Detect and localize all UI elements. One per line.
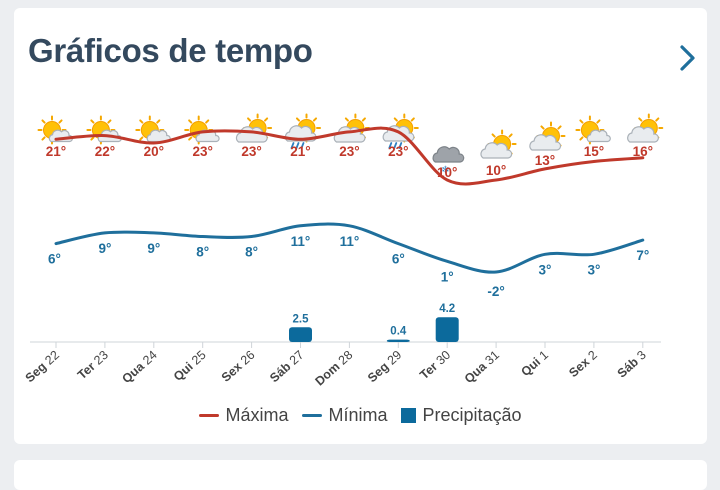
mostly-cloudy-icon: [627, 113, 664, 143]
max-temp-label: 20°: [144, 144, 164, 159]
mostly-cloudy-icon: [480, 129, 517, 159]
max-temperature-line: [54, 126, 645, 186]
legend-min-label: Mínima: [328, 405, 388, 425]
mostly-cloudy-icon: [235, 113, 273, 143]
mostly-cloudy-icon: [333, 113, 370, 143]
max-temp-label: 16°: [633, 144, 653, 159]
x-tick-label: Dom 28: [312, 348, 355, 389]
min-temp-label: 3°: [587, 262, 600, 277]
min-temp-label: 11°: [291, 234, 311, 249]
precipitation-bars: [289, 317, 459, 342]
max-temp-label: 21°: [46, 144, 66, 159]
chart-legend: Máxima Mínima Precipitação: [14, 405, 707, 426]
next-card: [14, 460, 707, 490]
min-temp-label: 9°: [147, 241, 160, 256]
x-tick-label: Sex 26: [219, 348, 258, 385]
max-temp-label: 23°: [339, 144, 359, 159]
precipitation-bar: [289, 327, 312, 342]
min-temp-label: 3°: [539, 262, 552, 277]
x-tick-label: Qua 24: [119, 348, 159, 386]
x-tick-label: Sex 2: [566, 348, 600, 380]
x-tick-label: Seg 29: [365, 348, 404, 385]
x-tick-label: Ter 30: [417, 348, 453, 382]
x-tick-label: Qui 1: [518, 348, 551, 379]
temperature-lines: [54, 126, 645, 274]
min-temp-label: 6°: [48, 252, 61, 267]
precipitation-value-label: 2.5: [293, 313, 310, 325]
max-temp-label: 23°: [241, 144, 261, 159]
min-line-swatch: [302, 414, 323, 417]
x-tick-label: Sáb 27: [267, 348, 306, 385]
x-tick-label: Sáb 3: [615, 348, 649, 381]
precipitation-bar: [435, 317, 459, 342]
max-temp-label: 23°: [388, 144, 408, 159]
min-temp-label: 9°: [98, 241, 111, 256]
svg-text:❄: ❄: [441, 165, 449, 176]
max-temp-label: 22°: [95, 144, 115, 159]
legend-item-precip[interactable]: Precipitação: [401, 405, 522, 426]
x-tick-label: Ter 23: [75, 348, 111, 382]
page-title: Gráficos de tempo: [28, 32, 313, 69]
max-temp-label: 13°: [535, 153, 555, 168]
legend-precip-label: Precipitação: [422, 405, 522, 425]
min-temperature-line: [54, 222, 645, 274]
mostly-cloudy-icon: [529, 121, 566, 151]
weather-chart-card: Gráficos de tempo ❄ 2.5 0.4 4.2 21° 22° 20° 23…: [14, 8, 707, 444]
min-temp-label: 8°: [196, 245, 209, 260]
rain-icon: [284, 113, 321, 149]
precipitation-bar: [386, 339, 410, 342]
snow-cloud-icon: ❄: [432, 146, 465, 176]
min-temp-label: 6°: [392, 252, 405, 267]
data-labels: 2.5 0.4 4.2 21° 22° 20° 23° 23° 21° 23° 23° 10° 10° 1…: [46, 144, 653, 338]
max-temp-label: 21°: [290, 144, 310, 159]
precipitation-value-label: 0.4: [390, 326, 407, 338]
x-tick-label: Qui 25: [171, 348, 209, 384]
max-temp-label: 15°: [584, 144, 604, 159]
max-temp-label: 10°: [437, 165, 457, 180]
x-tick-label: Qua 31: [462, 348, 502, 386]
min-temp-label: 8°: [245, 245, 258, 260]
chevron-right-icon[interactable]: [676, 43, 700, 73]
precipitation-value-label: 4.2: [439, 303, 455, 315]
legend-item-max[interactable]: Máxima: [199, 405, 288, 426]
partly-sunny-icon: [86, 115, 122, 145]
max-temp-label: 10°: [486, 163, 506, 178]
partly-sunny-icon: [575, 115, 611, 145]
min-temp-label: 1°: [441, 269, 454, 284]
max-temp-label: 23°: [192, 144, 212, 159]
x-tick-label: Seg 22: [23, 348, 62, 385]
legend-item-min[interactable]: Mínima: [302, 405, 387, 426]
min-temp-label: -2°: [487, 284, 504, 299]
legend-max-label: Máxima: [225, 405, 289, 425]
weather-chart: ❄ 2.5 0.4 4.2 21° 22° 20° 23° 23° 21° 23° 23° 10° 10…: [23, 113, 664, 389]
precip-swatch: [401, 408, 417, 423]
max-line-swatch: [199, 414, 220, 417]
min-temp-label: 11°: [340, 234, 360, 249]
min-temp-label: 7°: [636, 248, 649, 263]
partly-sunny-icon: [135, 115, 171, 145]
x-axis: [30, 341, 661, 348]
